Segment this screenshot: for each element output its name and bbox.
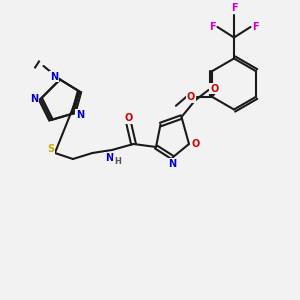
Text: O: O — [191, 139, 200, 149]
Text: H: H — [114, 157, 121, 166]
Text: F: F — [209, 22, 215, 32]
Text: N: N — [76, 110, 84, 120]
Text: N: N — [30, 94, 38, 104]
Text: O: O — [125, 113, 133, 123]
Text: N: N — [50, 71, 58, 82]
Text: F: F — [253, 22, 259, 32]
Text: N: N — [105, 153, 114, 164]
Text: N: N — [168, 159, 176, 169]
Text: F: F — [231, 3, 237, 14]
Text: O: O — [210, 83, 219, 94]
Text: S: S — [47, 143, 54, 154]
Text: O: O — [187, 92, 195, 102]
